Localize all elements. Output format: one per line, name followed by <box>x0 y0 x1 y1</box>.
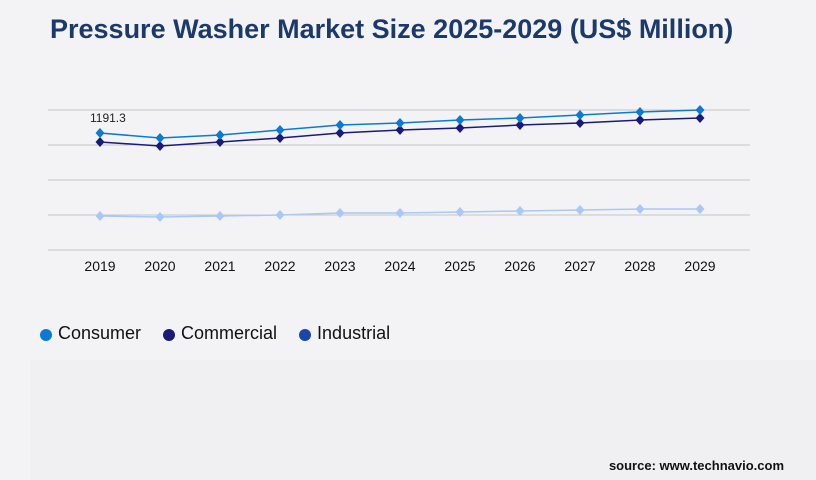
data-point-industrial <box>215 211 225 222</box>
background-panel <box>30 360 816 480</box>
data-point-commercial <box>335 127 345 138</box>
data-point-commercial <box>575 117 585 128</box>
legend-item-commercial: Commercial <box>163 323 277 344</box>
legend-label: Industrial <box>317 323 391 343</box>
x-tick-label: 2024 <box>384 258 415 274</box>
data-point-industrial <box>455 206 465 217</box>
legend-item-industrial: Industrial <box>299 323 390 344</box>
x-tick-label: 2025 <box>444 258 475 274</box>
data-point-commercial <box>95 137 105 148</box>
data-point-industrial <box>515 205 525 216</box>
legend-marker-icon <box>40 329 52 341</box>
data-point-industrial <box>335 207 345 218</box>
x-tick-label: 2026 <box>504 258 535 274</box>
data-label: 1191.3 <box>90 111 126 125</box>
legend: Consumer Commercial Industrial <box>40 323 390 344</box>
legend-label: Commercial <box>181 323 278 343</box>
data-point-industrial <box>635 204 645 215</box>
data-point-consumer <box>455 115 465 126</box>
legend-label: Consumer <box>58 323 142 343</box>
data-point-consumer <box>275 125 285 136</box>
data-point-consumer <box>95 127 105 138</box>
data-point-industrial <box>95 211 105 222</box>
data-point-consumer <box>635 106 645 117</box>
x-tick-label: 2029 <box>684 258 715 274</box>
data-point-consumer <box>695 105 705 115</box>
legend-marker-icon <box>163 329 176 341</box>
data-point-consumer <box>155 133 165 143</box>
legend-item-consumer: Consumer <box>40 323 141 344</box>
legend-marker-icon <box>299 329 312 341</box>
data-point-commercial <box>395 125 405 136</box>
x-tick-label: 2028 <box>624 258 655 274</box>
x-tick-label: 2022 <box>264 258 295 274</box>
x-tick-label: 2023 <box>324 258 355 274</box>
x-tick-label: 2027 <box>564 258 595 274</box>
data-point-consumer <box>575 110 585 121</box>
data-point-consumer <box>515 112 525 123</box>
x-tick-label: 2020 <box>144 258 175 274</box>
chart-title: Pressure Washer Market Size 2025-2029 (U… <box>50 14 734 44</box>
data-point-commercial <box>635 115 645 126</box>
data-point-commercial <box>695 112 705 123</box>
data-point-commercial <box>515 120 525 131</box>
line-chart: 2019 2020 2021 2022 2023 2024 2025 2026 2027 2028… <box>48 105 750 274</box>
source-label: source: www.technavio.com <box>608 458 784 473</box>
x-tick-label: 2021 <box>204 258 235 274</box>
data-point-industrial <box>155 211 165 222</box>
x-tick-label: 2019 <box>84 258 115 274</box>
data-point-consumer <box>395 117 405 128</box>
data-point-consumer <box>335 120 345 131</box>
data-point-industrial <box>275 210 285 221</box>
data-point-industrial <box>575 205 585 216</box>
data-point-commercial <box>455 122 465 133</box>
data-point-consumer <box>215 130 225 141</box>
data-point-industrial <box>395 207 405 218</box>
data-point-commercial <box>215 137 225 148</box>
data-point-commercial <box>155 140 165 151</box>
data-point-industrial <box>695 204 705 215</box>
data-point-commercial <box>275 133 285 143</box>
